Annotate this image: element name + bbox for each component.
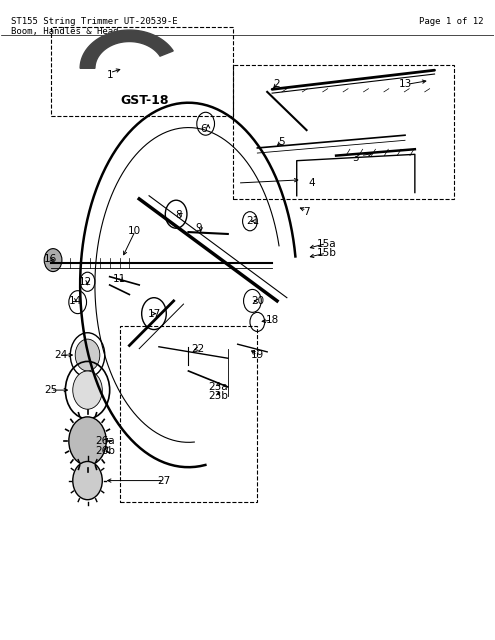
Text: 20: 20 <box>251 296 264 306</box>
Text: 14: 14 <box>69 296 82 306</box>
Text: Page 1 of 12: Page 1 of 12 <box>419 17 484 26</box>
Circle shape <box>73 371 102 409</box>
Text: 15a: 15a <box>316 239 336 248</box>
Text: 23b: 23b <box>208 392 228 401</box>
Text: 5: 5 <box>279 136 285 147</box>
Text: GST-18: GST-18 <box>120 93 168 107</box>
Text: 19: 19 <box>251 350 264 360</box>
Polygon shape <box>80 30 173 68</box>
Text: 13: 13 <box>398 79 412 89</box>
Text: 15b: 15b <box>316 248 336 258</box>
Text: Boom, Handles & Head: Boom, Handles & Head <box>11 27 119 36</box>
Text: ST155 String Trimmer UT-20539-E: ST155 String Trimmer UT-20539-E <box>11 17 178 26</box>
Circle shape <box>44 248 62 271</box>
Text: 26a: 26a <box>95 436 114 446</box>
Text: 26b: 26b <box>95 445 115 456</box>
Text: 8: 8 <box>175 210 182 220</box>
Circle shape <box>69 417 106 465</box>
Text: 12: 12 <box>78 276 92 287</box>
Text: 27: 27 <box>157 476 170 486</box>
Text: 17: 17 <box>148 308 160 319</box>
Bar <box>119 326 257 502</box>
Text: 10: 10 <box>128 226 141 236</box>
Circle shape <box>73 461 102 500</box>
Text: 22: 22 <box>192 344 205 354</box>
Text: 6: 6 <box>200 124 206 134</box>
Text: 2: 2 <box>274 79 280 89</box>
Text: 21: 21 <box>246 216 259 226</box>
Text: 7: 7 <box>303 207 310 217</box>
Bar <box>233 65 454 199</box>
Text: 23a: 23a <box>208 382 228 392</box>
Circle shape <box>75 339 100 371</box>
Text: 4: 4 <box>308 178 315 188</box>
Bar <box>50 27 233 116</box>
Text: 1: 1 <box>106 70 113 79</box>
Text: 24: 24 <box>54 350 67 360</box>
Text: 18: 18 <box>265 315 279 325</box>
Text: 9: 9 <box>195 223 201 232</box>
Text: 11: 11 <box>113 273 126 284</box>
Text: 16: 16 <box>44 255 57 264</box>
Text: 25: 25 <box>44 385 57 395</box>
Text: 3: 3 <box>352 152 359 163</box>
